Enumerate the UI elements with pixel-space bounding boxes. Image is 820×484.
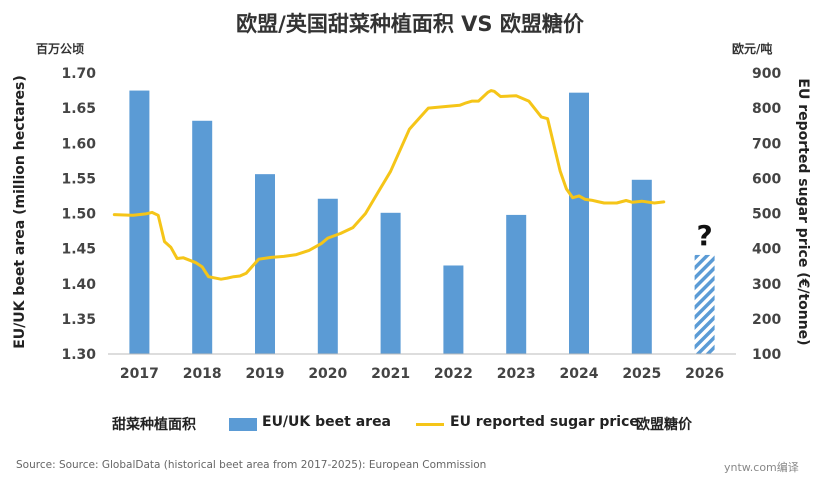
- right-axis-ticks: 100 200 300 400 500 600 700 800 900: [752, 66, 781, 363]
- left-tick-label: 1.40: [61, 277, 96, 293]
- x-tick-label: 2025: [622, 366, 661, 382]
- bar-2020: [317, 198, 338, 354]
- left-axis-unit: 百万公顷: [36, 42, 85, 56]
- legend-cn-bar-label: 甜菜种植面积: [112, 417, 196, 433]
- bar-2025: [631, 179, 652, 354]
- left-tick-label: 1.35: [61, 312, 96, 328]
- legend-line-label: EU reported sugar price: [450, 414, 639, 430]
- right-tick-label: 600: [752, 171, 781, 187]
- legend-line-swatch: [416, 423, 444, 426]
- legend-bar-label: EU/UK beet area: [262, 414, 392, 430]
- left-tick-label: 1.70: [61, 66, 96, 82]
- x-axis-ticks: 2017 2018 2019 2020 2021 2022 2023 2024 2025 2026: [120, 366, 724, 382]
- right-tick-label: 300: [752, 277, 781, 293]
- x-tick-label: 2020: [308, 366, 347, 382]
- left-tick-label: 1.65: [61, 101, 96, 117]
- x-tick-label: 2021: [371, 366, 410, 382]
- forecast-question-mark: ?: [696, 219, 712, 252]
- bar-series: [129, 90, 715, 355]
- x-tick-label: 2026: [685, 366, 724, 382]
- right-tick-label: 700: [752, 136, 781, 152]
- left-tick-label: 1.55: [61, 171, 96, 187]
- x-tick-label: 2017: [120, 366, 159, 382]
- legend-bar-swatch: [229, 418, 257, 431]
- right-tick-label: 800: [752, 101, 781, 117]
- left-tick-label: 1.30: [61, 347, 96, 363]
- right-axis-unit: 欧元/吨: [732, 42, 773, 56]
- bar-2017: [129, 90, 150, 354]
- bar-2024: [569, 92, 589, 355]
- right-tick-label: 900: [752, 66, 781, 82]
- right-tick-label: 500: [752, 207, 781, 223]
- watermark: yntw.com编译: [724, 461, 799, 474]
- x-tick-label: 2024: [560, 366, 599, 382]
- right-tick-label: 200: [752, 312, 781, 328]
- legend: 甜菜种植面积 EU/UK beet area EU reported sugar…: [0, 414, 820, 438]
- x-tick-label: 2019: [246, 366, 285, 382]
- x-tick-label: 2022: [434, 366, 473, 382]
- bar-2021: [380, 212, 401, 354]
- chart-canvas: 1.30 1.35 1.40 1.45 1.50 1.55 1.60 1.65 1.70 100…: [61, 66, 781, 382]
- price-line: [112, 89, 666, 281]
- left-axis-ticks: 1.30 1.35 1.40 1.45 1.50 1.55 1.60 1.65 1.70: [61, 66, 96, 363]
- x-tick-label: 2023: [497, 366, 536, 382]
- left-tick-label: 1.45: [61, 242, 96, 258]
- left-tick-label: 1.60: [61, 136, 96, 152]
- legend-cn-line-label: 欧盟糖价: [636, 417, 692, 433]
- chart-title: 欧盟/英国甜菜种植面积 VS 欧盟糖价: [236, 12, 584, 36]
- bar-2022: [443, 265, 464, 354]
- forecast-bar-2026: [694, 254, 715, 354]
- right-tick-label: 100: [752, 347, 781, 363]
- bar-2018: [192, 120, 213, 355]
- left-tick-label: 1.50: [61, 207, 96, 223]
- bar-2023: [506, 214, 527, 354]
- bar-2019: [255, 174, 275, 354]
- source-note: Source: Source: GlobalData (historical b…: [16, 459, 487, 471]
- right-tick-label: 400: [752, 242, 781, 258]
- x-tick-label: 2018: [183, 366, 222, 382]
